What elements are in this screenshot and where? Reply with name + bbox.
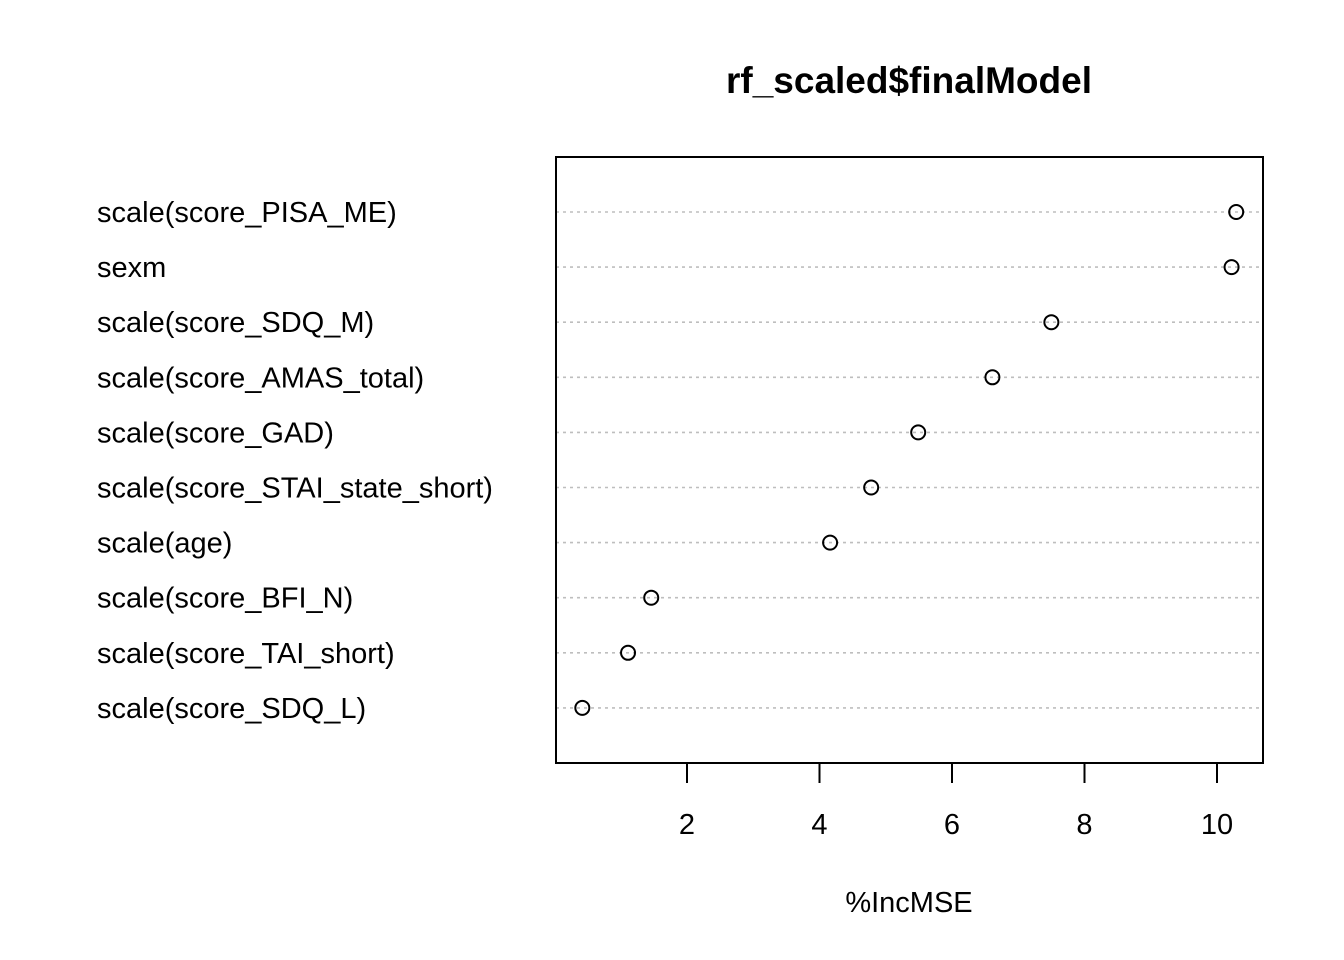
category-label: scale(score_BFI_N) [97,583,353,615]
category-label: scale(score_SDQ_M) [97,307,374,339]
x-tick-label: 4 [811,809,827,841]
x-tick-label: 6 [944,809,960,841]
category-label: scale(score_TAI_short) [97,638,395,670]
category-labels: scale(score_PISA_ME)sexm scale(score_SDQ_… [97,197,493,725]
data-point [910,424,927,441]
category-label: scale(score_PISA_ME) [97,197,397,229]
data-point [984,369,1001,386]
category-label: scale(score_AMAS_total) [97,362,424,394]
x-tick-label: 2 [679,809,695,841]
data-point [1223,259,1240,276]
data-point [574,699,591,716]
chart-title: rf_scaled$finalModel [726,60,1092,101]
data-point [620,644,637,661]
category-label: sexm [97,252,166,284]
data-point [643,589,660,606]
data-point [822,534,839,551]
x-axis: 2 4 6 8 10 [679,763,1233,841]
x-tick-label: 10 [1201,809,1233,841]
plot-frame [555,156,1264,764]
category-label: scale(age) [97,528,232,560]
data-point [1228,204,1245,220]
category-label: scale(score_GAD) [97,417,334,449]
grid-lines [556,211,1263,709]
data-point [1043,314,1060,331]
category-label: scale(score_SDQ_L) [97,693,366,725]
data-point [863,479,880,496]
x-axis-title: %IncMSE [845,887,972,919]
x-tick-label: 8 [1076,809,1092,841]
data-points [574,204,1245,716]
category-label: scale(score_STAI_state_short) [97,473,493,505]
